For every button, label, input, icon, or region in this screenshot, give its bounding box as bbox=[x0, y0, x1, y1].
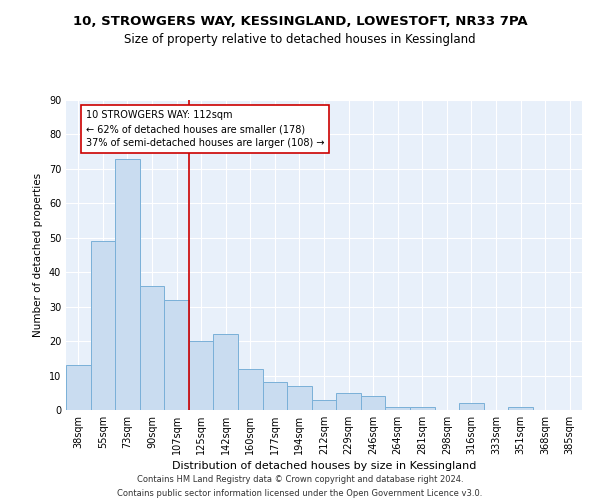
X-axis label: Distribution of detached houses by size in Kessingland: Distribution of detached houses by size … bbox=[172, 461, 476, 471]
Text: Size of property relative to detached houses in Kessingland: Size of property relative to detached ho… bbox=[124, 32, 476, 46]
Bar bbox=[336, 393, 361, 410]
Bar bbox=[385, 406, 410, 410]
Bar bbox=[214, 334, 238, 410]
Bar bbox=[508, 406, 533, 410]
Bar bbox=[459, 403, 484, 410]
Bar bbox=[66, 365, 91, 410]
Bar bbox=[189, 341, 214, 410]
Bar bbox=[164, 300, 189, 410]
Bar bbox=[115, 158, 140, 410]
Bar bbox=[312, 400, 336, 410]
Bar bbox=[91, 241, 115, 410]
Bar bbox=[287, 386, 312, 410]
Text: 10, STROWGERS WAY, KESSINGLAND, LOWESTOFT, NR33 7PA: 10, STROWGERS WAY, KESSINGLAND, LOWESTOF… bbox=[73, 15, 527, 28]
Y-axis label: Number of detached properties: Number of detached properties bbox=[33, 173, 43, 337]
Bar bbox=[410, 406, 434, 410]
Text: 10 STROWGERS WAY: 112sqm
← 62% of detached houses are smaller (178)
37% of semi-: 10 STROWGERS WAY: 112sqm ← 62% of detach… bbox=[86, 110, 324, 148]
Bar bbox=[238, 368, 263, 410]
Bar bbox=[140, 286, 164, 410]
Bar bbox=[263, 382, 287, 410]
Bar bbox=[361, 396, 385, 410]
Text: Contains HM Land Registry data © Crown copyright and database right 2024.
Contai: Contains HM Land Registry data © Crown c… bbox=[118, 476, 482, 498]
